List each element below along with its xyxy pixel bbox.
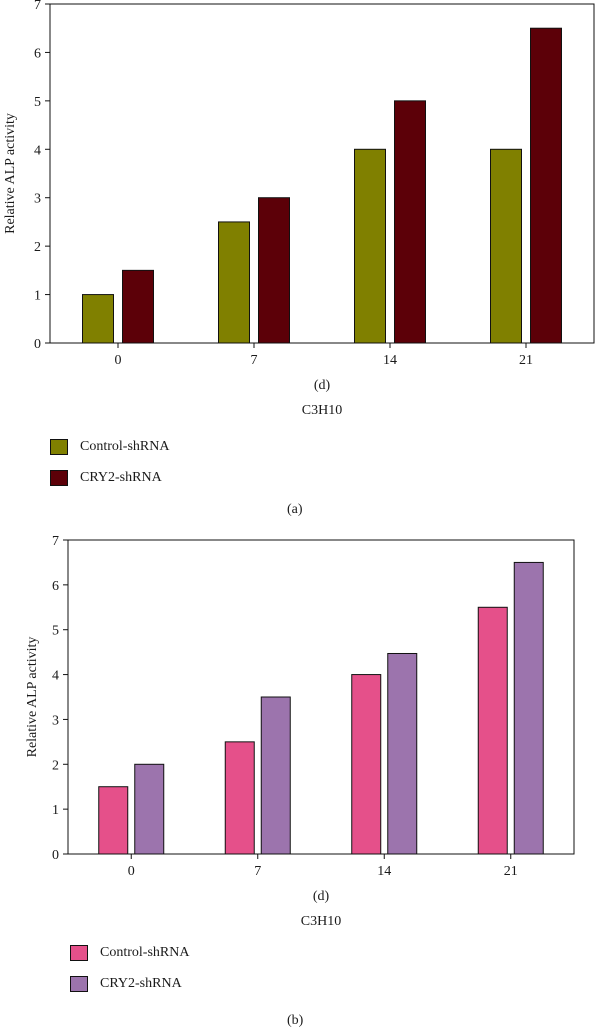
legend-item-control: Control-shRNA <box>70 942 189 964</box>
bar-control <box>82 294 114 344</box>
bar-cry2 <box>387 652 418 855</box>
y-tick-label: 6 <box>52 579 59 594</box>
bar-cry2 <box>513 561 544 855</box>
bar-cry2 <box>122 269 154 344</box>
bar-cry2 <box>258 197 290 344</box>
legend-b: Control-shRNA CRY2-shRNA <box>70 942 189 1004</box>
x-tick-label: 21 <box>519 353 533 368</box>
chart-subtitle: C3H10 <box>301 914 341 929</box>
legend-label-cry2: CRY2-shRNA <box>100 976 182 991</box>
legend-label-control: Control-shRNA <box>100 945 190 960</box>
y-tick-label: 3 <box>34 192 41 207</box>
y-tick-label: 5 <box>52 624 59 639</box>
chart-panel-a: 0 1 2 3 4 5 6 7 Relative ALP activity 0 7 14 21 (d) C3… <box>3 0 595 517</box>
bar-control <box>354 148 386 344</box>
bar-control <box>218 221 250 344</box>
panel-label-b: (b) <box>287 1013 304 1028</box>
y-tick-label: 4 <box>52 669 59 684</box>
y-tick-label: 0 <box>52 848 59 863</box>
bar-control <box>490 148 522 344</box>
bar-control <box>224 741 255 855</box>
legend-a: Control-shRNA CRY2-shRNA <box>50 436 169 498</box>
plot-frame <box>49 3 595 344</box>
x-tick-label: 0 <box>128 864 135 879</box>
y-tick-label: 5 <box>34 95 41 110</box>
x-tick-label: 7 <box>254 864 261 879</box>
bar-chart-a: 0 1 2 3 4 5 6 7 Relative ALP activity 0 7 14 21 (d) C3… <box>3 0 595 418</box>
legend-label-control: Control-shRNA <box>80 439 170 454</box>
legend-item-cry2: CRY2-shRNA <box>70 973 189 995</box>
bar-control <box>98 786 129 855</box>
y-tick-label: 1 <box>52 803 59 818</box>
y-tick-label: 0 <box>34 337 41 352</box>
panel-label-a: (a) <box>287 502 303 517</box>
y-tick-label: 3 <box>52 713 59 728</box>
legend-item-control: Control-shRNA <box>50 436 169 458</box>
bar-cry2 <box>260 696 291 855</box>
legend-label-cry2: CRY2-shRNA <box>80 470 162 485</box>
y-tick-label: 4 <box>34 143 41 158</box>
x-tick-label: 14 <box>377 864 391 879</box>
bar-cry2 <box>530 27 562 344</box>
bar-cry2 <box>394 100 426 344</box>
bar-control <box>351 674 382 855</box>
legend-swatch-cry2 <box>50 470 68 486</box>
y-tick-label: 7 <box>52 534 59 549</box>
bar-control <box>477 606 508 855</box>
y-axis-label: Relative ALP activity <box>3 113 18 234</box>
legend-swatch-control <box>50 439 68 455</box>
y-tick-label: 2 <box>34 240 41 255</box>
y-tick-label: 7 <box>34 0 41 13</box>
bar-cry2 <box>134 763 165 855</box>
legend-swatch-cry2 <box>70 976 88 992</box>
legend-swatch-control <box>70 945 88 961</box>
y-tick-label: 6 <box>34 46 41 61</box>
legend-item-cry2: CRY2-shRNA <box>50 467 169 489</box>
bar-chart-b: 0 1 2 3 4 5 6 7 Relative ALP activity 0 7 14 21 (d) C3… <box>25 534 575 929</box>
x-axis-label: (d) <box>313 889 330 904</box>
chart-panel-b: 0 1 2 3 4 5 6 7 Relative ALP activity 0 7 14 21 (d) C3… <box>0 525 597 1028</box>
y-axis-label: Relative ALP activity <box>25 637 40 758</box>
y-tick-label: 2 <box>52 758 59 773</box>
x-tick-label: 7 <box>251 353 258 368</box>
x-tick-label: 14 <box>383 353 397 368</box>
plot-frame <box>67 539 575 855</box>
x-tick-label: 21 <box>504 864 518 879</box>
y-tick-label: 1 <box>34 289 41 304</box>
x-axis-label: (d) <box>314 378 331 393</box>
x-tick-label: 0 <box>115 353 122 368</box>
chart-subtitle: C3H10 <box>302 403 342 418</box>
